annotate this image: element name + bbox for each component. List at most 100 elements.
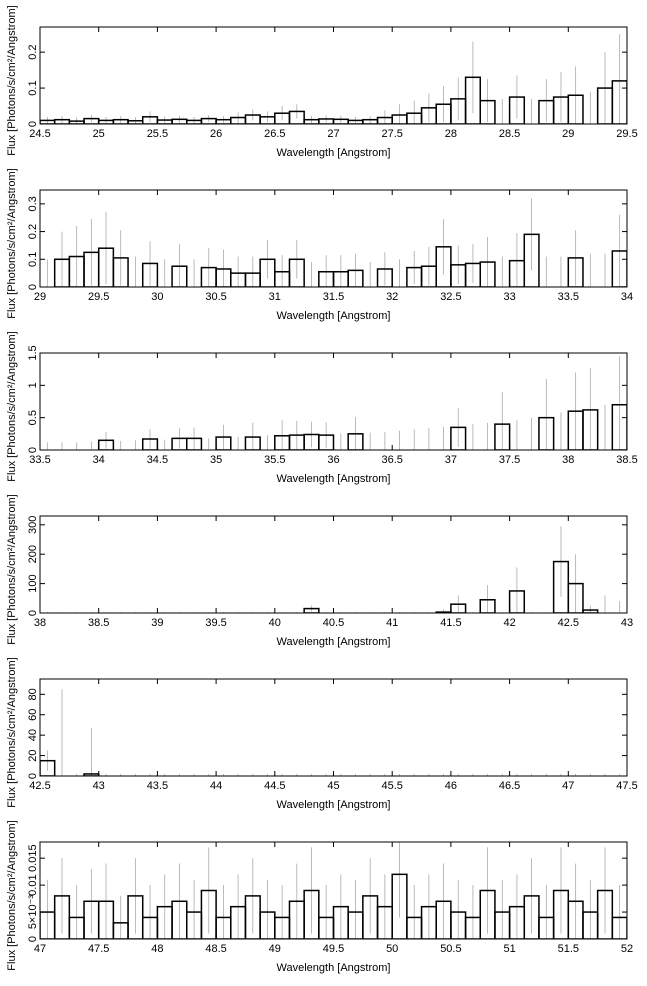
bar (596, 889, 614, 939)
plot-area (40, 842, 627, 939)
x-tick-label: 29 (562, 128, 574, 140)
y-axis-label: Flux [Photons/s/cm²/Angstrom] (6, 494, 18, 644)
x-tick-label: 26.5 (264, 128, 285, 140)
y-tick-label: 60 (27, 709, 39, 721)
x-tick-label: 38.5 (88, 617, 109, 629)
x-tick-label: 25 (93, 128, 105, 140)
x-tick-label: 36.5 (381, 454, 402, 466)
bar (567, 582, 584, 613)
x-tick-label: 29.5 (616, 128, 637, 140)
y-tick-label: 0 (27, 447, 39, 453)
x-tick-label: 47 (562, 780, 574, 792)
y-tick-label: 40 (27, 729, 39, 741)
x-tick-label: 26 (210, 128, 222, 140)
x-tick-label: 45.5 (381, 780, 402, 792)
x-tick-label: 34 (93, 454, 105, 466)
y-tick-label: 0.3 (27, 196, 39, 211)
x-tick-label: 25.5 (147, 128, 168, 140)
y-tick-label: 0.2 (27, 44, 39, 59)
x-axis-label: Wavelength [Angstrom] (277, 147, 391, 159)
panel: 29 29.5 30 30.5 31 31.5 32 32.5 33 33.5 34 0 0.1 0.2 0… (6, 168, 633, 322)
bar (244, 436, 261, 450)
bar (318, 434, 335, 450)
y-tick-label: 0 (27, 936, 39, 942)
x-tick-label: 49 (269, 943, 281, 955)
x-tick-label: 39.5 (205, 617, 226, 629)
x-tick-label: 30 (151, 291, 163, 303)
x-tick-label: 33.5 (29, 454, 50, 466)
x-tick-label: 43.5 (147, 780, 168, 792)
panel: 33.5 34 34.5 35 35.5 36 36.5 37 37.5 38 38.5 0 0.5 1 1… (6, 331, 638, 485)
x-tick-label: 47.5 (88, 943, 109, 955)
x-tick-label: 41.5 (440, 617, 461, 629)
bar (215, 436, 232, 450)
x-tick-label: 42.5 (558, 617, 579, 629)
y-tick-label: 200 (27, 545, 39, 563)
x-tick-label: 33.5 (558, 291, 579, 303)
x-tick-label: 24.5 (29, 128, 50, 140)
y-tick-label: 0 (27, 284, 39, 290)
x-tick-label: 47 (34, 943, 46, 955)
bar (479, 99, 496, 124)
bar (611, 403, 627, 450)
y-tick-label: 0.015 (27, 844, 39, 872)
x-tick-label: 37.5 (499, 454, 520, 466)
x-tick-label: 34 (621, 291, 633, 303)
panel: 47 47.5 48 48.5 49 49.5 50 50.5 51 51.5 5205×10⁻³0… (6, 820, 633, 974)
x-tick-label: 33 (503, 291, 515, 303)
y-axis-label: Flux [Photons/s/cm²/Angstrom] (6, 168, 18, 318)
x-tick-label: 48.5 (205, 943, 226, 955)
x-tick-label: 39 (151, 617, 163, 629)
x-tick-label: 36 (327, 454, 339, 466)
x-tick-label: 41 (386, 617, 398, 629)
y-tick-label: 0.1 (27, 252, 39, 267)
x-tick-label: 30.5 (205, 291, 226, 303)
bar (582, 409, 599, 450)
x-axis-label: Wavelength [Angstrom] (277, 962, 391, 974)
y-tick-label: 1 (27, 382, 39, 388)
x-tick-label: 31 (269, 291, 281, 303)
x-tick-label: 40.5 (323, 617, 344, 629)
x-tick-label: 28.5 (499, 128, 520, 140)
y-tick-label: 0 (27, 610, 39, 616)
y-tick-label: 0.5 (27, 410, 39, 425)
y-axis-label: Flux [Photons/s/cm²/Angstrom] (6, 820, 18, 970)
bar (611, 916, 627, 939)
bar (567, 94, 584, 124)
y-tick-label: 20 (27, 749, 39, 761)
bar (200, 889, 217, 939)
axes-frame (39, 678, 628, 777)
x-axis-label: Wavelength [Angstrom] (277, 310, 391, 322)
y-tick-label: 300 (27, 516, 39, 534)
bar (171, 265, 188, 287)
x-tick-label: 42.5 (29, 780, 50, 792)
x-tick-label: 35.5 (264, 454, 285, 466)
plot-area (46, 526, 621, 613)
plot-area (40, 34, 627, 124)
x-tick-label: 45 (327, 780, 339, 792)
x-tick-label: 51 (503, 943, 515, 955)
x-tick-label: 38 (34, 617, 46, 629)
x-axis-label: Wavelength [Angstrom] (277, 799, 391, 811)
x-tick-label: 32 (386, 291, 398, 303)
x-tick-label: 47.5 (616, 780, 637, 792)
bar (508, 96, 526, 124)
panel: 24.5 25 25.5 26 26.5 27 27.5 28 28.5 29 29.5 0 0.1 0.… (6, 5, 638, 159)
x-tick-label: 32.5 (440, 291, 461, 303)
x-tick-label: 29.5 (88, 291, 109, 303)
x-tick-label: 31.5 (323, 291, 344, 303)
x-tick-label: 35 (210, 454, 222, 466)
x-tick-label: 43 (93, 780, 105, 792)
y-tick-label: 0.1 (27, 80, 39, 95)
x-axis-label: Wavelength [Angstrom] (277, 473, 391, 485)
x-tick-label: 46 (445, 780, 457, 792)
axes-frame (39, 515, 628, 614)
bar (376, 268, 393, 287)
y-axis-label: Flux [Photons/s/cm²/Angstrom] (6, 331, 18, 481)
panel: 42.5 43 43.5 44 44.5 45 45.5 46 46.5 47 47.5 0 20 40 6… (6, 657, 638, 811)
y-tick-label: 0 (27, 773, 39, 779)
x-tick-label: 50.5 (440, 943, 461, 955)
x-tick-label: 46.5 (499, 780, 520, 792)
y-tick-label: 0 (27, 121, 39, 127)
